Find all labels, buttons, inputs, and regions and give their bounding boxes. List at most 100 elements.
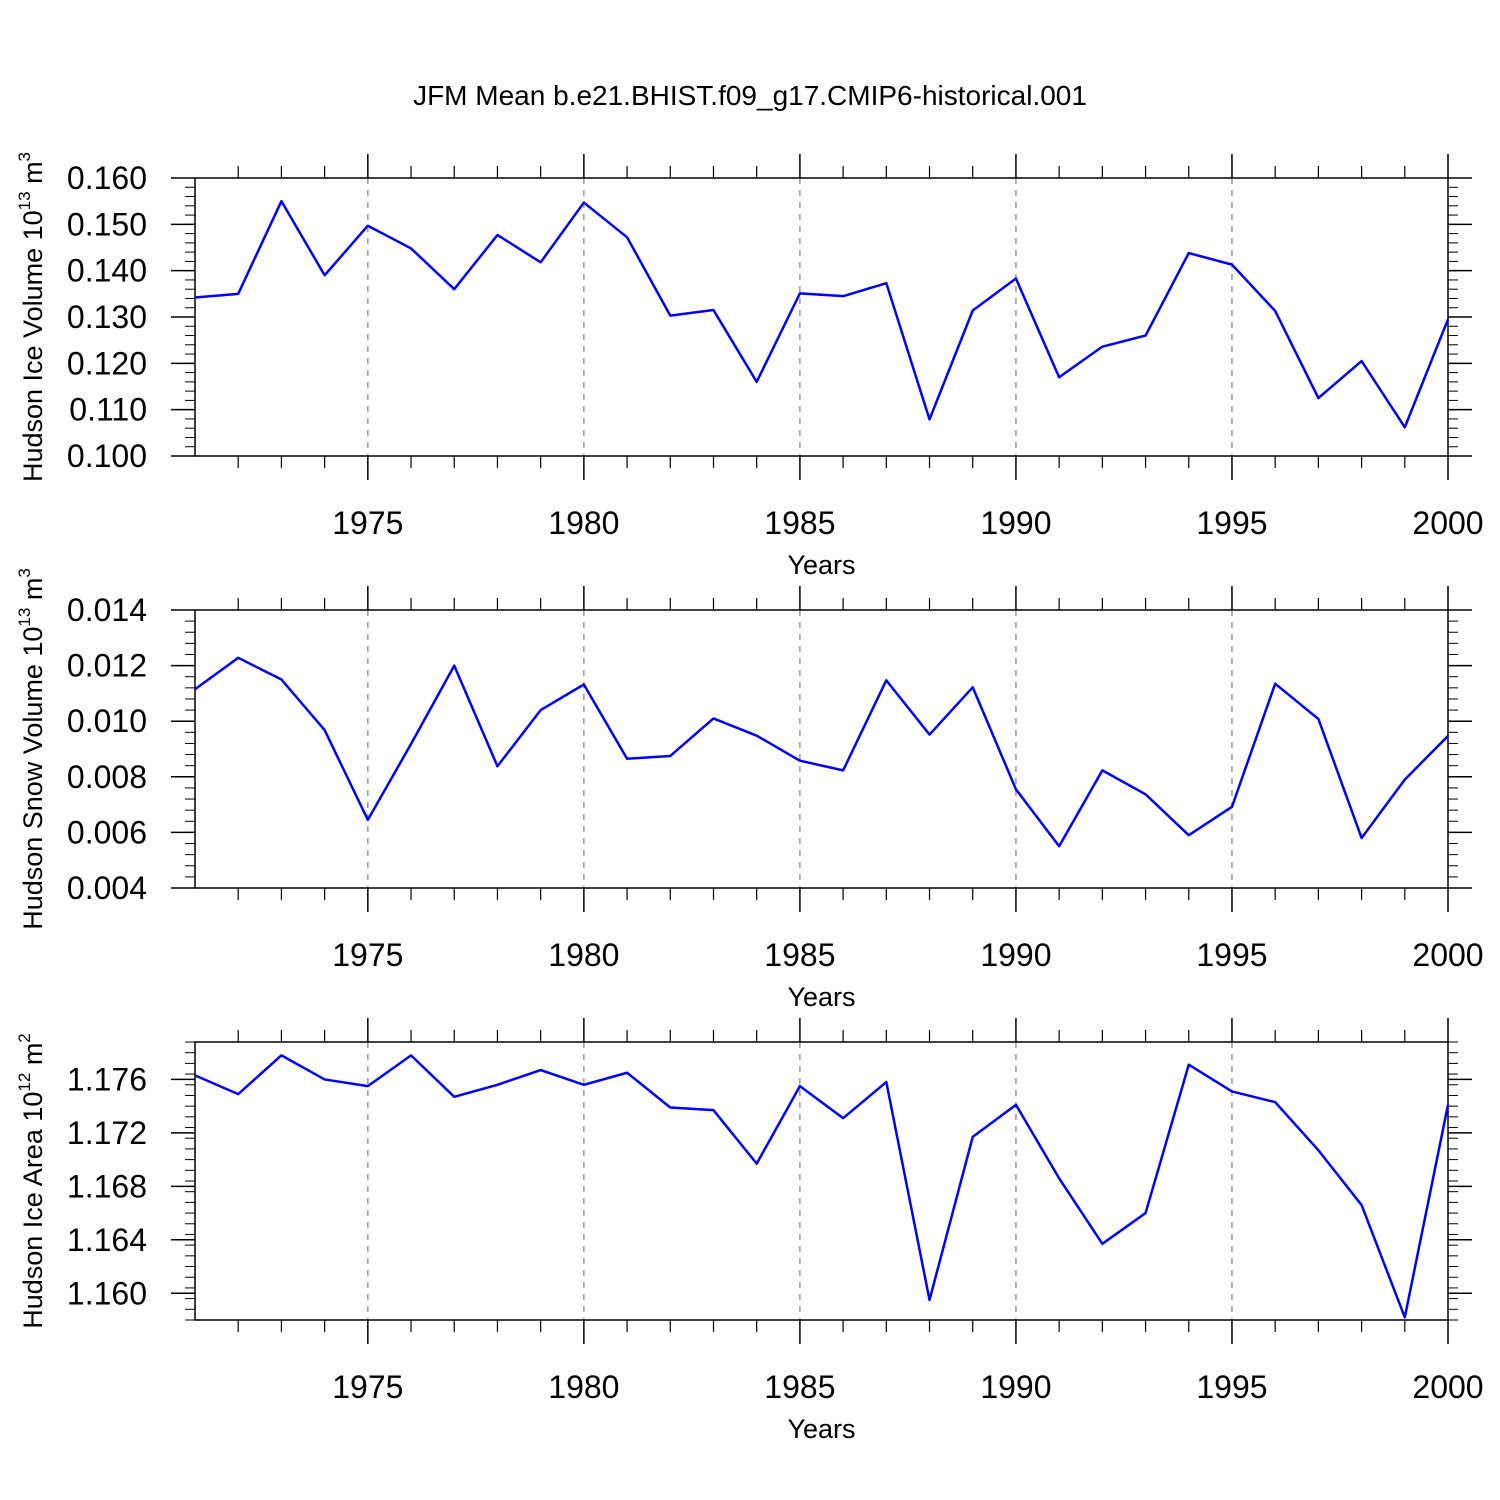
y-tick-label: 0.004 xyxy=(67,870,147,906)
data-point xyxy=(495,233,499,237)
y-tick-label: 0.120 xyxy=(67,345,147,381)
data-point xyxy=(409,742,413,746)
data-point xyxy=(928,1298,932,1302)
y-tick-label: 1.168 xyxy=(67,1168,147,1204)
data-point xyxy=(193,1073,197,1077)
x-tick-label: 1985 xyxy=(764,505,835,541)
data-point xyxy=(452,664,456,668)
y-tick-label: 0.130 xyxy=(67,299,147,335)
y-axis-label: Hudson Ice Volume 1013 m3 xyxy=(15,152,48,482)
data-point xyxy=(1187,1063,1191,1067)
data-point xyxy=(1446,734,1450,738)
data-point xyxy=(884,1080,888,1084)
data-point xyxy=(1446,1103,1450,1107)
data-point xyxy=(236,292,240,296)
data-point xyxy=(1187,833,1191,837)
data-point xyxy=(1014,787,1018,791)
y-tick-label: 0.012 xyxy=(67,648,147,684)
data-point xyxy=(1316,717,1320,721)
data-point xyxy=(1057,844,1061,848)
panel-snow-volume: 1975 1980 1985 1990 1995 2000 0.004 0.006 0.008 0… xyxy=(15,568,1484,1012)
data-point xyxy=(1230,263,1234,267)
data-point xyxy=(1403,778,1407,782)
data-point xyxy=(1360,836,1364,840)
y-axis-label: Hudson Snow Volume 1013 m3 xyxy=(15,568,48,930)
y-tick-label: 0.110 xyxy=(69,392,147,428)
data-point xyxy=(1187,251,1191,255)
data-point xyxy=(539,1068,543,1072)
data-point xyxy=(625,757,629,761)
data-point xyxy=(495,1083,499,1087)
data-point xyxy=(279,199,283,203)
y-tick-label: 0.006 xyxy=(67,814,147,850)
data-point xyxy=(884,678,888,682)
plot-frame xyxy=(194,609,1449,889)
y-tick-label: 0.100 xyxy=(67,438,147,474)
data-point xyxy=(928,733,932,737)
data-point xyxy=(1144,334,1148,338)
x-tick-label: 1990 xyxy=(980,937,1051,973)
data-point xyxy=(366,224,370,228)
data-point xyxy=(323,273,327,277)
data-point xyxy=(1403,1315,1407,1319)
data-point xyxy=(1057,375,1061,379)
data-point xyxy=(841,294,845,298)
data-point xyxy=(841,1116,845,1120)
data-point xyxy=(539,260,543,264)
data-point xyxy=(625,1071,629,1075)
x-tick-label: 1975 xyxy=(332,937,403,973)
y-tick-label: 0.010 xyxy=(67,703,147,739)
data-point xyxy=(798,759,802,763)
data-point xyxy=(1057,1176,1061,1180)
data-point xyxy=(1446,317,1450,321)
data-point xyxy=(279,1053,283,1057)
data-point xyxy=(971,685,975,689)
data-point xyxy=(193,296,197,300)
x-tick-label: 1975 xyxy=(332,505,403,541)
y-tick-label: 1.176 xyxy=(67,1061,147,1097)
data-series-line xyxy=(194,1054,1450,1319)
x-tick-label: 1995 xyxy=(1196,1369,1267,1405)
data-point xyxy=(668,754,672,758)
data-point xyxy=(841,768,845,772)
plot-frame xyxy=(194,177,1449,457)
data-point xyxy=(582,683,586,687)
data-point xyxy=(1230,805,1234,809)
y-tick-label: 1.160 xyxy=(67,1275,147,1311)
data-point xyxy=(625,235,629,239)
data-point xyxy=(711,1108,715,1112)
y-tick-label: 0.014 xyxy=(67,592,147,628)
data-point xyxy=(928,417,932,421)
x-axis-label: Years xyxy=(787,982,855,1012)
x-tick-label: 1995 xyxy=(1196,937,1267,973)
x-tick-label: 1990 xyxy=(980,1369,1051,1405)
data-point xyxy=(884,281,888,285)
data-point xyxy=(539,708,543,712)
data-point xyxy=(755,1162,759,1166)
data-point xyxy=(1273,682,1277,686)
data-point xyxy=(1360,359,1364,363)
data-point xyxy=(409,1053,413,1057)
data-point xyxy=(668,1105,672,1109)
data-point xyxy=(409,246,413,250)
panel-ice-volume: 1975 1980 1985 1990 1995 2000 0.100 0.110 0.120 0… xyxy=(15,152,1484,580)
x-axis-label: Years xyxy=(787,550,855,580)
data-point xyxy=(279,678,283,682)
x-tick-label: 1995 xyxy=(1196,505,1267,541)
data-point xyxy=(1100,768,1104,772)
x-tick-label: 1980 xyxy=(548,937,619,973)
data-point xyxy=(323,1077,327,1081)
data-point xyxy=(1403,425,1407,429)
data-series-line xyxy=(194,656,1449,848)
x-tick-label: 1975 xyxy=(332,1369,403,1405)
x-axis-label: Years xyxy=(787,1414,855,1444)
data-point xyxy=(236,656,240,660)
data-point xyxy=(798,1084,802,1088)
x-tick-label: 1980 xyxy=(548,1369,619,1405)
data-point xyxy=(236,1092,240,1096)
data-point xyxy=(452,1095,456,1099)
data-point xyxy=(1014,1103,1018,1107)
y-tick-label: 1.164 xyxy=(67,1222,147,1258)
data-point xyxy=(668,314,672,318)
